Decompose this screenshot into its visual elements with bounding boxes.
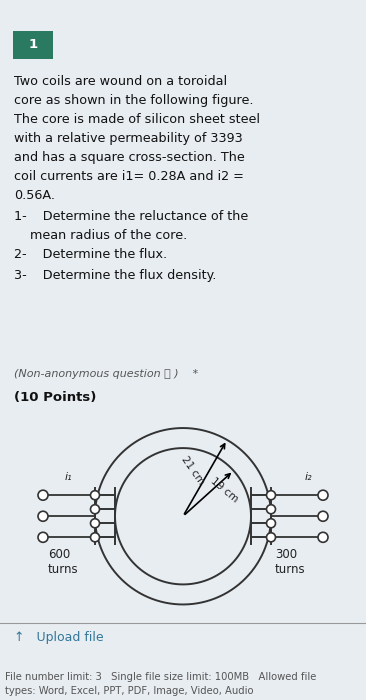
Circle shape: [90, 519, 100, 528]
Text: 1-    Determine the reluctance of the: 1- Determine the reluctance of the: [14, 210, 248, 223]
Text: 21 cm: 21 cm: [180, 454, 206, 486]
Text: (10 Points): (10 Points): [14, 391, 96, 404]
Circle shape: [266, 519, 276, 528]
Text: 3-    Determine the flux density.: 3- Determine the flux density.: [14, 269, 216, 282]
Text: 0.56A.: 0.56A.: [14, 189, 55, 202]
Text: 1: 1: [29, 38, 38, 51]
Text: (Non-anonymous question ⓘ )    *: (Non-anonymous question ⓘ ) *: [14, 369, 198, 379]
Circle shape: [266, 505, 276, 514]
Circle shape: [266, 533, 276, 542]
Text: and has a square cross-section. The: and has a square cross-section. The: [14, 150, 245, 164]
Circle shape: [318, 511, 328, 522]
Text: with a relative permeability of 3393: with a relative permeability of 3393: [14, 132, 243, 145]
Circle shape: [90, 505, 100, 514]
Text: core as shown in the following figure.: core as shown in the following figure.: [14, 94, 254, 106]
Text: types: Word, Excel, PPT, PDF, Image, Video, Audio: types: Word, Excel, PPT, PDF, Image, Vid…: [5, 686, 254, 696]
Text: ↑   Upload file: ↑ Upload file: [14, 631, 104, 643]
Text: Two coils are wound on a toroidal: Two coils are wound on a toroidal: [14, 75, 227, 88]
Text: The core is made of silicon sheet steel: The core is made of silicon sheet steel: [14, 113, 260, 125]
Circle shape: [90, 533, 100, 542]
Circle shape: [38, 532, 48, 542]
FancyBboxPatch shape: [13, 31, 53, 59]
Text: mean radius of the core.: mean radius of the core.: [14, 229, 187, 241]
Text: 19 cm: 19 cm: [209, 476, 240, 504]
Text: i₂: i₂: [305, 473, 313, 482]
Text: 300
turns: 300 turns: [275, 548, 306, 576]
Circle shape: [38, 511, 48, 522]
Text: 600
turns: 600 turns: [48, 548, 79, 576]
Circle shape: [38, 490, 48, 500]
Circle shape: [318, 532, 328, 542]
Circle shape: [318, 490, 328, 500]
Text: File number limit: 3   Single file size limit: 100MB   Allowed file: File number limit: 3 Single file size li…: [5, 672, 316, 682]
Text: 2-    Determine the flux.: 2- Determine the flux.: [14, 248, 167, 261]
Text: i₁: i₁: [65, 473, 72, 482]
Circle shape: [90, 491, 100, 500]
Text: coil currents are i1= 0.28A and i2 =: coil currents are i1= 0.28A and i2 =: [14, 169, 244, 183]
Circle shape: [266, 491, 276, 500]
